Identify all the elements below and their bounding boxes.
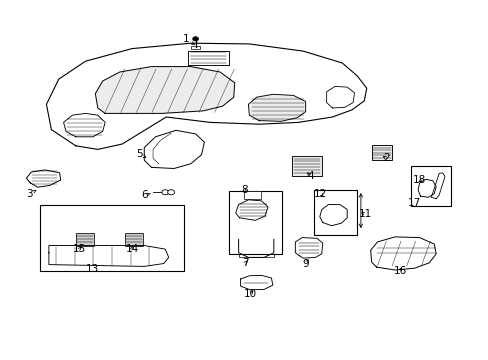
Polygon shape [248,94,305,121]
Text: 16: 16 [392,266,406,276]
Text: 4: 4 [306,171,313,181]
Text: 18: 18 [412,175,426,185]
Polygon shape [63,113,105,137]
Bar [76,233,94,246]
Polygon shape [417,179,435,197]
Bar [410,166,450,206]
Text: 17: 17 [407,198,421,208]
Text: 2: 2 [382,153,389,163]
Text: 11: 11 [358,209,372,219]
Bar [238,247,273,257]
Text: 14: 14 [125,244,139,254]
Polygon shape [26,170,61,187]
Bar [244,191,261,199]
Text: 6: 6 [141,190,150,200]
Polygon shape [235,200,267,220]
Circle shape [192,37,198,41]
Polygon shape [188,51,228,65]
Text: 1: 1 [182,34,194,45]
Bar [124,233,143,246]
Text: 7: 7 [242,258,248,268]
Text: 5: 5 [136,149,145,159]
Polygon shape [430,173,444,199]
Polygon shape [95,67,234,113]
Text: 3: 3 [26,189,36,199]
Polygon shape [319,204,346,226]
Text: 10: 10 [244,289,256,300]
Polygon shape [49,246,168,266]
Bar [228,191,281,254]
Polygon shape [46,43,366,149]
Polygon shape [370,237,435,270]
Text: 12: 12 [313,189,326,199]
Polygon shape [295,238,322,258]
Bar [190,46,200,49]
Text: 15: 15 [72,244,86,254]
Text: 13: 13 [86,264,100,274]
Text: 8: 8 [241,185,247,195]
Text: 9: 9 [302,258,308,269]
Bar [40,205,184,271]
Polygon shape [240,275,272,290]
Ellipse shape [167,190,174,195]
Bar [292,156,321,176]
Bar [371,145,391,160]
Bar [313,190,356,235]
Polygon shape [144,130,204,168]
Ellipse shape [162,190,168,195]
Polygon shape [326,86,354,108]
